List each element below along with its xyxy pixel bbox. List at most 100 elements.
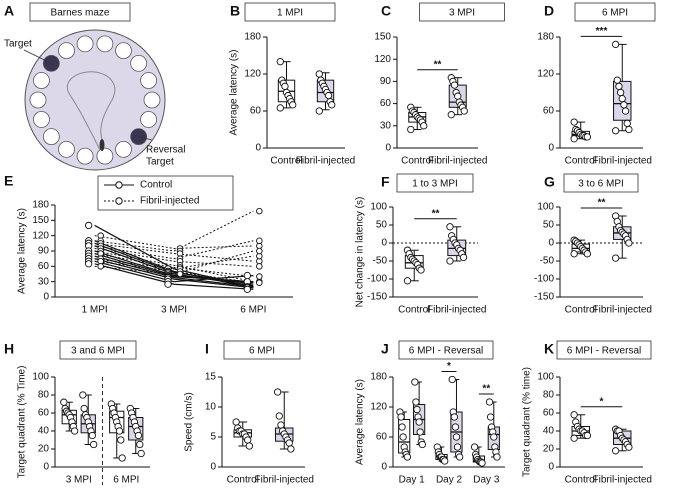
y-tick-label: 10 [205,402,217,413]
significance-label: * [600,396,604,407]
data-point [245,442,254,450]
y-tick-label: 5 [210,432,216,443]
title-box [419,2,505,22]
y-tick-label: 0 [381,462,387,473]
label: Reversal [146,145,185,156]
x-tick-label: Control [565,475,597,486]
hole [140,111,157,128]
x-tick-label: 6 MPI [113,475,139,486]
y-tick-label: 0 [255,143,261,154]
hole [58,42,75,60]
hole [130,54,148,72]
panel-title: Barnes maze [51,8,110,19]
subject-line [94,255,254,288]
data-point [450,81,459,89]
hole [33,111,50,128]
x-tick-label: Day 2 [436,475,463,486]
x-tick-label: 1 MPI [82,305,108,316]
legend-label: Fibril-injected [140,196,199,207]
data-point [256,207,263,215]
data-point [397,413,405,421]
y-tick-label: 60 [250,106,262,117]
y-tick-label: 50 [376,220,388,231]
data-point [90,440,98,449]
panel-letter: K [544,341,554,357]
data-point [277,421,285,429]
panel-letter: E [4,173,13,189]
hole [140,72,157,89]
y-tick-label: 90 [38,246,50,257]
data-point [256,279,263,286]
subject-line [94,250,254,283]
data-point [450,413,458,421]
data-point [232,418,240,426]
data-point [134,431,143,440]
data-point [416,428,424,436]
data-point [447,111,455,119]
title-box [244,2,336,22]
y-tick-label: 120 [370,402,387,413]
x-tick-label: 3 MPI [161,305,187,316]
x-tick-label: Fibril-injected [593,156,652,167]
data-point [451,423,460,431]
panel-letter: B [230,3,240,19]
y-tick-label: 0 [210,462,216,473]
y-tick-label: 120 [244,69,261,80]
data-point [137,449,145,458]
hole [33,72,50,89]
title-box [556,340,652,360]
x-tick-label: Control [565,305,597,316]
y-tick-label: 0 [548,462,554,473]
panel-title: 3 and 6 MPI [71,346,125,357]
subject-line [94,260,254,283]
data-point [289,101,297,109]
y-tick-label: 0 [548,143,554,154]
data-point [79,391,87,399]
hole [96,35,114,53]
y-tick-label: 30 [380,120,392,131]
subject-line [94,247,254,267]
panel-letter: H [4,341,14,357]
data-point [407,125,415,134]
data-point [611,254,620,262]
y-tick-label: 90 [380,76,392,87]
y-axis-label: Net change in latency (s) [355,197,366,308]
legend-marker [115,197,123,205]
data-point [570,250,578,258]
data-point [117,436,125,444]
data-point [485,398,494,406]
y-tick-label: -100 [534,274,554,285]
y-tick-label: 20 [543,444,555,455]
data-point [412,398,420,406]
x-tick-label: Control [401,156,433,167]
y-tick-label: 0 [548,238,554,249]
data-point [275,412,283,420]
significance-label: ** [482,384,490,395]
y-tick-label: 100 [537,202,554,213]
y-tick-label: 60 [38,261,50,272]
pointer [138,136,153,141]
data-point [136,440,144,449]
data-point [583,250,592,258]
data-point [490,433,498,441]
data-point [403,277,412,285]
title-box [59,340,137,360]
y-tick-label: 180 [32,200,49,211]
hole [115,42,132,60]
data-point [441,457,449,465]
data-point [60,398,68,406]
data-point [315,107,323,115]
hole [29,91,47,109]
data-point [403,453,412,461]
subject-line [94,240,254,260]
data-point [493,453,501,461]
data-point [315,70,323,78]
mouse [99,139,105,151]
panel-title: 3 MPI [449,8,475,19]
data-point [452,433,461,441]
panel-title: 6 MPI [249,346,275,357]
x-tick-label: Control [565,156,597,167]
y-axis-label: Average latency (s) [229,50,240,136]
data-point [570,135,578,143]
y-tick-label: 120 [32,230,49,241]
